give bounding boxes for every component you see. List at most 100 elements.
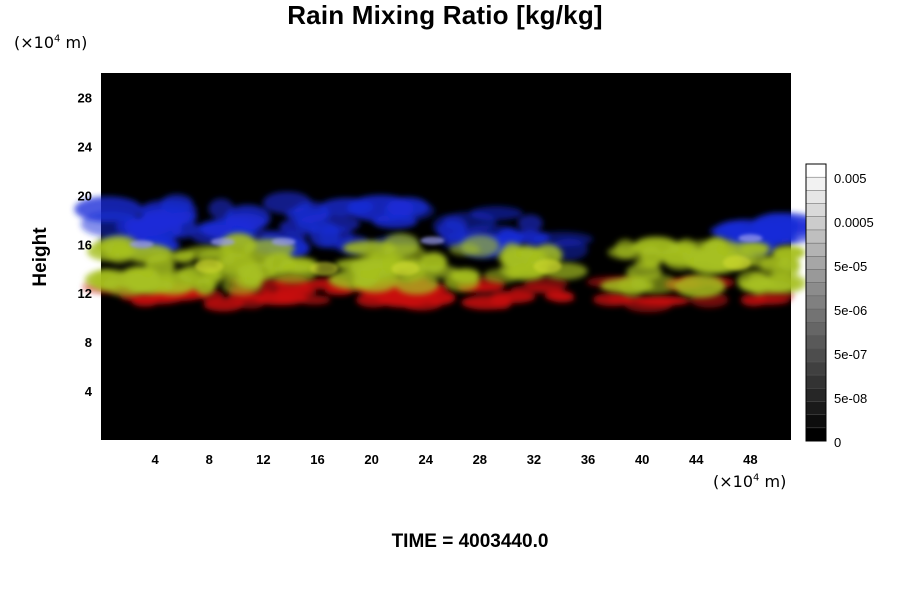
colorbar-segment bbox=[806, 401, 826, 416]
cloud-cell bbox=[416, 265, 460, 279]
colorbar-label: 0 bbox=[834, 435, 841, 450]
cloud-cell bbox=[461, 235, 500, 257]
cloud-cell bbox=[310, 261, 339, 276]
colorbar-segment bbox=[806, 375, 826, 389]
cloud-cell bbox=[491, 295, 513, 310]
colorbar-segment bbox=[806, 348, 826, 363]
cloud-cell bbox=[140, 199, 197, 221]
x-tick-label: 44 bbox=[689, 452, 704, 467]
colorbar-segment bbox=[806, 229, 826, 244]
y-axis-unit: (×104 m) bbox=[14, 33, 88, 52]
cloud-cell bbox=[355, 292, 392, 308]
x-tick-label: 20 bbox=[364, 452, 378, 467]
cloud-cell bbox=[722, 255, 751, 270]
cloud-cell bbox=[685, 240, 724, 260]
cloud-cell bbox=[742, 296, 790, 306]
x-tick-label: 8 bbox=[206, 452, 213, 467]
colorbar-segment bbox=[806, 190, 826, 205]
x-tick-label: 16 bbox=[310, 452, 324, 467]
time-readout: TIME = 4003440.0 bbox=[391, 531, 549, 552]
colorbar-label: 5e-05 bbox=[834, 259, 867, 274]
colorbar-segment bbox=[806, 414, 826, 429]
cloud-cell bbox=[74, 196, 143, 222]
colorbar: 0.005 0.0005 5e-05 5e-06 5e-07 5e-08 0 bbox=[805, 163, 874, 450]
x-tick-label: 28 bbox=[473, 452, 487, 467]
colorbar-segment bbox=[806, 361, 826, 376]
cloud-cell bbox=[443, 273, 480, 292]
x-tick-label: 4 bbox=[152, 452, 160, 467]
colorbar-label: 5e-08 bbox=[834, 391, 867, 406]
cloud-cell bbox=[319, 197, 374, 216]
colorbar-segment bbox=[806, 177, 826, 191]
cloud-cell bbox=[383, 200, 435, 221]
cloud-cell bbox=[274, 291, 296, 302]
x-tick-label: 48 bbox=[743, 452, 757, 467]
colorbar-segment bbox=[806, 256, 826, 271]
colorbar-segment bbox=[806, 388, 826, 402]
cloud-cell bbox=[400, 295, 443, 311]
cloud-cell bbox=[738, 234, 763, 243]
colorbar-segment bbox=[806, 295, 826, 310]
cloud-cell bbox=[195, 259, 224, 274]
band-highlights bbox=[129, 234, 763, 276]
cloud-cell bbox=[420, 236, 445, 245]
rain-field bbox=[74, 191, 821, 313]
x-tick-label: 36 bbox=[581, 452, 595, 467]
colorbar-label: 0.0005 bbox=[834, 215, 874, 230]
colorbar-label: 0.005 bbox=[834, 171, 867, 186]
cloud-cell bbox=[592, 292, 633, 307]
cloud-cell bbox=[515, 246, 541, 261]
x-tick-label: 24 bbox=[418, 452, 433, 467]
cloud-cell bbox=[111, 242, 133, 260]
cloud-cell bbox=[635, 295, 691, 306]
y-tick-label: 8 bbox=[85, 335, 92, 350]
x-tick-label: 12 bbox=[256, 452, 270, 467]
y-tick-label: 16 bbox=[78, 237, 92, 252]
band-yellow-green bbox=[84, 232, 808, 298]
y-tick-label: 24 bbox=[78, 139, 93, 154]
cloud-cell bbox=[221, 253, 275, 268]
cloud-cell bbox=[754, 218, 817, 238]
cloud-cell bbox=[607, 245, 647, 260]
cloud-cell bbox=[203, 297, 244, 312]
cloud-cell bbox=[123, 215, 172, 237]
colorbar-frame bbox=[805, 163, 827, 442]
cloud-cell bbox=[747, 271, 769, 296]
chart-title: Rain Mixing Ratio [kg/kg] bbox=[287, 0, 603, 30]
cloud-cell bbox=[634, 236, 678, 254]
cloud-cell bbox=[533, 259, 562, 274]
x-tick-labels: 4 8 12 16 20 24 28 32 36 40 44 48 bbox=[152, 452, 758, 467]
y-tick-labels: 4 8 12 16 20 24 28 bbox=[78, 90, 93, 399]
colorbar-segment bbox=[806, 164, 826, 178]
x-tick-label: 32 bbox=[527, 452, 541, 467]
cloud-cell bbox=[221, 275, 262, 296]
cloud-cell bbox=[749, 256, 790, 269]
colorbar-segment bbox=[806, 282, 826, 297]
colorbar-segment bbox=[806, 309, 826, 323]
colorbar-segment bbox=[806, 216, 826, 231]
cloud-cell bbox=[391, 261, 420, 276]
cloud-cell bbox=[129, 240, 154, 249]
cloud-cell bbox=[210, 237, 235, 246]
y-tick-label: 12 bbox=[78, 286, 92, 301]
cloud-cell bbox=[342, 240, 397, 256]
colorbar-label: 5e-07 bbox=[834, 347, 867, 362]
x-tick-label: 40 bbox=[635, 452, 649, 467]
colorbar-segment bbox=[806, 322, 826, 336]
cloud-cell bbox=[368, 251, 399, 269]
cloud-cell bbox=[92, 268, 119, 292]
cloud-cell bbox=[309, 221, 341, 249]
cloud-cell bbox=[293, 201, 329, 224]
colorbar-segment bbox=[806, 427, 826, 442]
cloud-cell bbox=[709, 224, 747, 237]
cloud-cell bbox=[352, 270, 398, 293]
cloud-cell bbox=[550, 293, 575, 303]
x-axis-unit: (×104 m) bbox=[713, 472, 787, 491]
y-tick-label: 28 bbox=[78, 90, 92, 105]
cloud-cell bbox=[517, 214, 543, 232]
cloud-cell bbox=[208, 198, 234, 220]
colorbar-label: 5e-06 bbox=[834, 303, 867, 318]
y-tick-label: 4 bbox=[85, 384, 93, 399]
cloud-cell bbox=[271, 237, 296, 246]
